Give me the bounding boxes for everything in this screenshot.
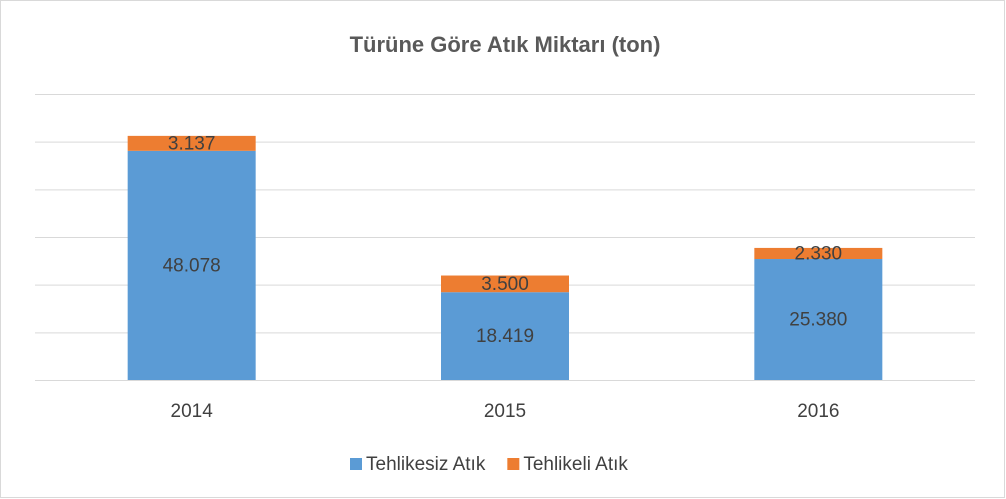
data-label: 3.137: [168, 133, 216, 154]
x-tick-label: 2016: [797, 401, 839, 422]
bar-segment: [441, 275, 569, 293]
bar-segment: [127, 135, 256, 151]
data-label: 25.380: [789, 310, 847, 331]
legend-label: Tehlikesiz Atık: [366, 454, 486, 475]
legend-swatch: [350, 458, 362, 470]
x-tick-label: 2014: [171, 401, 214, 422]
bar-segment: [441, 292, 569, 380]
data-label: 48.078: [163, 255, 221, 276]
chart-title: Türüne Göre Atık Miktarı (ton): [350, 32, 661, 57]
x-tick-label: 2015: [484, 401, 526, 422]
data-label: 18.419: [476, 326, 534, 347]
legend-label: Tehlikeli Atık: [523, 454, 628, 475]
bar-segment: [754, 259, 883, 380]
data-label: 2.330: [795, 243, 843, 264]
data-label: 3.500: [481, 274, 529, 295]
bar-segment: [754, 247, 883, 260]
bar-segment: [127, 150, 256, 380]
legend-swatch: [507, 458, 520, 470]
